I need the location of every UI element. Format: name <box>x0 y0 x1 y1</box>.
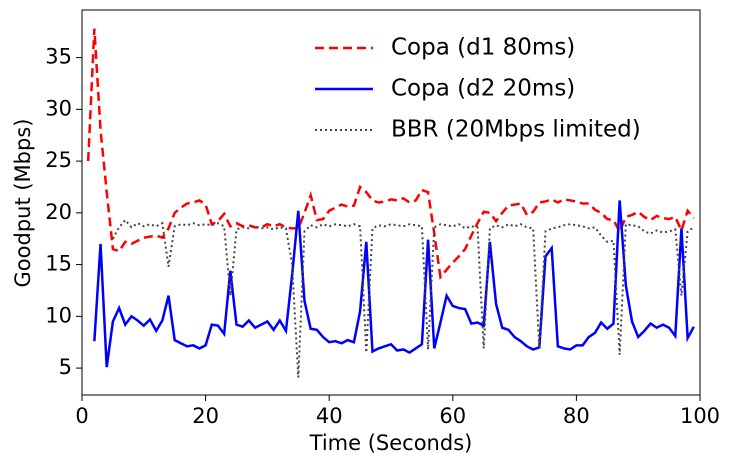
x-axis-label: Time (Seconds) <box>309 431 473 455</box>
x-tick-label: 100 <box>680 404 720 428</box>
y-tick-label: 30 <box>45 96 72 120</box>
y-tick-label: 20 <box>45 200 72 224</box>
series-line <box>86 28 695 280</box>
x-tick-label: 0 <box>75 404 88 428</box>
y-axis-label: Goodput (Mbps) <box>11 119 35 288</box>
series-line <box>93 200 695 368</box>
x-tick-label: 80 <box>563 404 590 428</box>
plot-frame <box>81 9 701 396</box>
y-tick-label: 35 <box>45 45 72 69</box>
series-line <box>112 218 695 378</box>
legend-label: BBR (20Mbps limited) <box>391 117 641 143</box>
x-tick-label: 40 <box>316 404 343 428</box>
y-tick-label: 10 <box>45 303 72 327</box>
legend-label: Copa (d2 20ms) <box>391 76 575 102</box>
x-tick-label: 20 <box>192 404 219 428</box>
legend-label: Copa (d1 80ms) <box>391 35 575 61</box>
x-tick-label: 60 <box>439 404 466 428</box>
y-tick-label: 5 <box>59 355 72 379</box>
y-tick-label: 15 <box>45 252 72 276</box>
y-tick-label: 25 <box>45 148 72 172</box>
